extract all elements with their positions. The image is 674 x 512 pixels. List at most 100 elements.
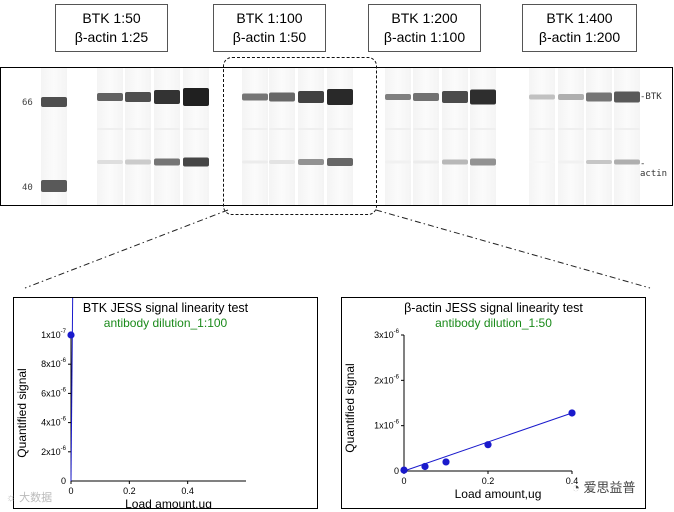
data-point (67, 331, 75, 339)
y-tick-label: 0 (394, 466, 399, 476)
blot-band (385, 128, 411, 130)
blot-band (529, 128, 555, 130)
y-tick-label: 3x10-6 (374, 329, 400, 340)
blot-band (269, 128, 295, 130)
blot-band (183, 157, 209, 167)
chart-subtitle: antibody dilution_1:50 (435, 316, 552, 330)
blot-band (97, 160, 123, 164)
band-label-btk: -BTK (640, 92, 662, 102)
blot-band (154, 158, 180, 166)
data-point (400, 466, 408, 474)
blot-band (558, 94, 584, 100)
dilution-label-4: BTK 1:400 β-actin 1:200 (522, 4, 637, 52)
blot-band (41, 180, 67, 192)
blot-band (97, 128, 123, 130)
blot-band (442, 91, 468, 103)
blot-lane (269, 68, 295, 205)
blot-band (298, 91, 324, 103)
blot-band (125, 92, 151, 102)
blot-band (413, 128, 439, 130)
blot-band (183, 88, 209, 106)
blot-lane (470, 68, 496, 205)
chart-plot: 2x10-6 4x10-6 6x10-6 8x10-6 1x10-7 00 0.2 0.4Lo… (15, 298, 246, 508)
blot-band (242, 93, 268, 101)
y-axis-label: Quantified signal (343, 363, 357, 452)
y-tick-label: 6x10-6 (41, 387, 67, 398)
blot-lane (154, 68, 180, 205)
actin-dilution: β-actin 1:25 (74, 29, 149, 45)
chart-panel-actin: β-actin JESS signal linearity test antib… (341, 297, 646, 509)
btk-dilution: BTK 1:100 (236, 10, 303, 26)
blot-band (327, 158, 353, 166)
blot-band (298, 159, 324, 165)
x-tick-label: 0.2 (123, 486, 136, 496)
blot-band (298, 128, 324, 130)
blot-band (385, 160, 411, 164)
wechat-icon: ◔ (572, 480, 580, 495)
x-axis-label: Load amount,ug (455, 487, 542, 501)
data-point (568, 409, 576, 417)
blot-band (413, 160, 439, 164)
blot-lane (614, 68, 640, 205)
actin-dilution: β-actin 1:100 (383, 29, 466, 45)
x-tick-label: 0.4 (181, 486, 194, 496)
blot-band (614, 128, 640, 130)
blot-lane (413, 68, 439, 205)
blot-band (413, 93, 439, 101)
band-label-actin-text: actin (640, 169, 668, 179)
blot-band (269, 160, 295, 164)
blot-band (529, 94, 555, 100)
btk-dilution: BTK 1:400 (546, 10, 613, 26)
chart-panel-btk: BTK JESS signal linearity test antibody … (13, 297, 318, 509)
western-blot-image: 66 40 -BTK -actin (0, 67, 673, 206)
blot-band (242, 128, 268, 130)
blot-band (269, 92, 295, 102)
blot-band (327, 89, 353, 105)
connector-left (24, 209, 229, 289)
blot-band (125, 159, 151, 165)
blot-band (97, 93, 123, 101)
data-point (442, 458, 450, 466)
fit-line (70, 298, 74, 482)
dilution-label-1: BTK 1:50 β-actin 1:25 (55, 4, 168, 52)
blot-band (586, 92, 612, 102)
btk-dilution: BTK 1:200 (391, 10, 458, 26)
watermark-right: ◔ 爱思益普 (572, 477, 636, 496)
blot-lane (385, 68, 411, 205)
y-tick-label: 1x10-6 (374, 420, 400, 431)
blot-band (586, 128, 612, 130)
blot-band (242, 160, 268, 164)
x-axis-label: Load amount,ug (125, 497, 212, 508)
chart-title: β-actin JESS signal linearity test (404, 301, 583, 315)
dilution-label-2: BTK 1:100 β-actin 1:50 (213, 4, 326, 52)
blot-band (586, 160, 612, 164)
chart-plot: 1x10-6 2x10-6 3x10-6 00 0.2 0.4 Load amount,ug… (343, 329, 578, 501)
chart-title: BTK JESS signal linearity test (82, 301, 249, 315)
blot-lane (125, 68, 151, 205)
blot-lane (242, 68, 268, 205)
blot-lane (97, 68, 123, 205)
y-tick-label: 4x10-6 (41, 417, 67, 428)
blot-band (558, 160, 584, 164)
btk-dilution: BTK 1:50 (82, 10, 141, 26)
band-label-actin: -actin (640, 159, 668, 179)
x-tick-label: 0 (68, 486, 73, 496)
connector-right (375, 209, 651, 289)
blot-band (442, 128, 468, 130)
blot-band (558, 128, 584, 130)
blot-lane (529, 68, 555, 205)
y-tick-label: 2x10-6 (374, 374, 400, 385)
blot-lane (586, 68, 612, 205)
x-tick-label: 0 (401, 476, 406, 486)
blot-band (614, 159, 640, 165)
watermark-right-text: 爱思益普 (583, 480, 636, 495)
blot-band (41, 97, 67, 107)
blot-lane (442, 68, 468, 205)
actin-dilution: β-actin 1:200 (538, 29, 621, 45)
blot-band (327, 128, 353, 130)
blot-band (125, 128, 151, 130)
blot-band (529, 161, 555, 163)
data-point (421, 462, 429, 471)
blot-lanes (41, 68, 640, 205)
ladder-label-66: 66 (22, 98, 33, 108)
